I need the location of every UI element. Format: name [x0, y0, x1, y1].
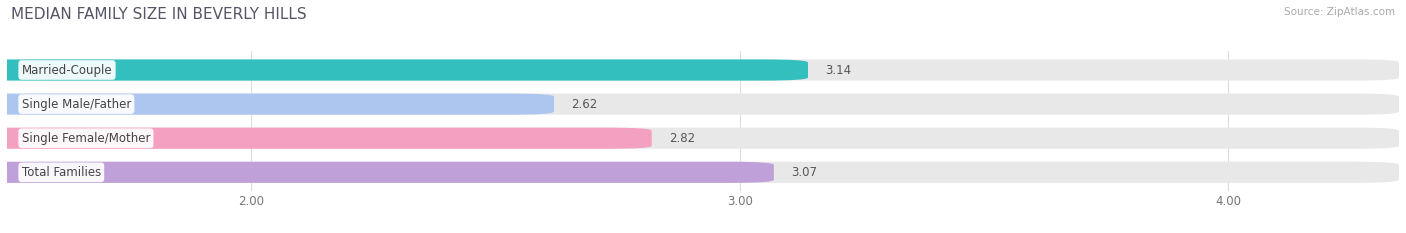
Text: Source: ZipAtlas.com: Source: ZipAtlas.com	[1284, 7, 1395, 17]
FancyBboxPatch shape	[7, 59, 1399, 81]
Text: Single Female/Mother: Single Female/Mother	[21, 132, 150, 145]
FancyBboxPatch shape	[7, 162, 1399, 183]
FancyBboxPatch shape	[0, 162, 773, 183]
Text: Single Male/Father: Single Male/Father	[21, 98, 131, 111]
Text: MEDIAN FAMILY SIZE IN BEVERLY HILLS: MEDIAN FAMILY SIZE IN BEVERLY HILLS	[11, 7, 307, 22]
FancyBboxPatch shape	[0, 59, 808, 81]
Text: Married-Couple: Married-Couple	[21, 64, 112, 76]
Text: 3.07: 3.07	[792, 166, 817, 179]
Text: 2.82: 2.82	[669, 132, 695, 145]
Text: 2.62: 2.62	[571, 98, 598, 111]
FancyBboxPatch shape	[7, 93, 1399, 115]
FancyBboxPatch shape	[0, 93, 554, 115]
Text: 3.14: 3.14	[825, 64, 851, 76]
FancyBboxPatch shape	[7, 128, 1399, 149]
Text: Total Families: Total Families	[21, 166, 101, 179]
FancyBboxPatch shape	[0, 128, 652, 149]
